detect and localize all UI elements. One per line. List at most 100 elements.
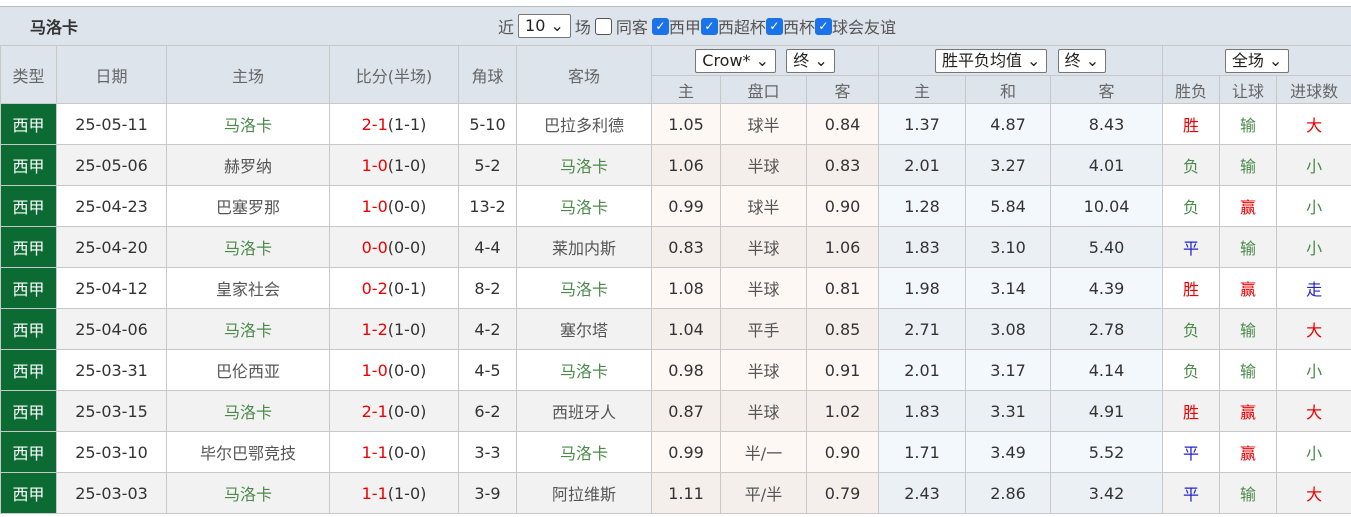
ah-away-odds: 0.91 bbox=[805, 349, 880, 391]
date-cell: 25-04-12 bbox=[56, 267, 167, 309]
ah-home-odds: 0.99 bbox=[651, 185, 721, 227]
eu-time-value: 终 bbox=[1064, 50, 1081, 70]
league-badge[interactable]: 西甲 bbox=[0, 267, 57, 309]
handicap-result-cell: 输 bbox=[1219, 226, 1278, 268]
league-label: 西甲 bbox=[668, 18, 701, 37]
league-badge[interactable]: 西甲 bbox=[0, 390, 57, 432]
col-corner: 角球 bbox=[458, 45, 517, 104]
result-header: 全场 ⌄ bbox=[1162, 45, 1351, 76]
home-team[interactable]: 赫罗纳 bbox=[166, 144, 330, 186]
subheader-cell: 胜负 bbox=[1162, 75, 1221, 104]
chang-label: 场 bbox=[574, 18, 591, 37]
table-row: 西甲 25-03-03 马洛卡 1-1(1-0) 3-9 阿拉维斯 1.11 平… bbox=[0, 472, 1351, 514]
chevron-down-icon: ⌄ bbox=[550, 16, 564, 35]
table-row: 西甲 25-05-06 赫罗纳 1-0(1-0) 5-2 马洛卡 1.06 半球… bbox=[0, 144, 1351, 186]
eu-away-odds: 3.42 bbox=[1050, 472, 1164, 514]
result-cell: 负 bbox=[1162, 144, 1221, 186]
eu-time-select[interactable]: 终 ⌄ bbox=[1057, 48, 1107, 73]
score-cell[interactable]: 2-1(1-1) bbox=[329, 103, 459, 145]
table-row: 西甲 25-04-06 马洛卡 1-2(1-0) 4-2 塞尔塔 1.04 平手… bbox=[0, 308, 1351, 350]
date-cell: 25-05-11 bbox=[56, 103, 167, 145]
score-cell[interactable]: 1-1(0-0) bbox=[329, 431, 459, 473]
table-row: 西甲 25-03-31 巴伦西亚 1-0(0-0) 4-5 马洛卡 0.98 半… bbox=[0, 349, 1351, 391]
eu-away-odds: 5.40 bbox=[1050, 226, 1164, 268]
league-badge[interactable]: 西甲 bbox=[0, 431, 57, 473]
away-team[interactable]: 巴拉多利德 bbox=[516, 103, 652, 145]
table-row: 西甲 25-03-15 马洛卡 2-1(0-0) 6-2 西班牙人 0.87 半… bbox=[0, 390, 1351, 432]
date-cell: 25-05-06 bbox=[56, 144, 167, 186]
eu-home-odds: 1.28 bbox=[878, 185, 967, 227]
recent-matches-panel: 马洛卡 近 10 ⌄ 场 同客 ✓ 西甲 ✓ 西超杯 ✓ 西杯 ✓ 球会友谊 类型 日期 主场… bbox=[0, 6, 1351, 514]
away-team[interactable]: 马洛卡 bbox=[516, 185, 652, 227]
home-team[interactable]: 皇家社会 bbox=[166, 267, 330, 309]
ah-line: 半球 bbox=[720, 390, 807, 432]
home-team[interactable]: 巴伦西亚 bbox=[166, 349, 330, 391]
score-cell[interactable]: 1-0(0-0) bbox=[329, 349, 459, 391]
score-cell[interactable]: 1-2(1-0) bbox=[329, 308, 459, 350]
away-team[interactable]: 塞尔塔 bbox=[516, 308, 652, 350]
ah-line: 平手 bbox=[720, 308, 807, 350]
full-time-score: 1-1 bbox=[361, 483, 388, 503]
european-odds-header: 胜平负均值 ⌄ 终 ⌄ bbox=[878, 45, 1164, 76]
league-badge[interactable]: 西甲 bbox=[0, 185, 57, 227]
result-cell: 负 bbox=[1162, 185, 1221, 227]
away-team[interactable]: 马洛卡 bbox=[516, 431, 652, 473]
score-cell[interactable]: 1-1(1-0) bbox=[329, 472, 459, 514]
league-badge[interactable]: 西甲 bbox=[0, 308, 57, 350]
away-team[interactable]: 马洛卡 bbox=[516, 267, 652, 309]
corner-cell: 13-2 bbox=[458, 185, 517, 227]
eu-draw-odds: 3.08 bbox=[965, 308, 1052, 350]
score-cell[interactable]: 1-0(1-0) bbox=[329, 144, 459, 186]
league-checkbox[interactable]: ✓ bbox=[651, 17, 669, 35]
league-checkbox[interactable]: ✓ bbox=[765, 17, 783, 35]
home-team[interactable]: 马洛卡 bbox=[166, 226, 330, 268]
score-cell[interactable]: 1-0(0-0) bbox=[329, 185, 459, 227]
handicap-result-cell: 输 bbox=[1219, 144, 1278, 186]
date-cell: 25-03-31 bbox=[56, 349, 167, 391]
home-team[interactable]: 巴塞罗那 bbox=[166, 185, 330, 227]
home-team[interactable]: 毕尔巴鄂竞技 bbox=[166, 431, 330, 473]
away-team[interactable]: 阿拉维斯 bbox=[516, 472, 652, 514]
half-time-score: (0-0) bbox=[387, 442, 427, 462]
away-team[interactable]: 西班牙人 bbox=[516, 390, 652, 432]
score-cell[interactable]: 0-0(0-0) bbox=[329, 226, 459, 268]
score-cell[interactable]: 2-1(0-0) bbox=[329, 390, 459, 432]
ah-time-select[interactable]: 终 ⌄ bbox=[786, 48, 835, 73]
away-team[interactable]: 马洛卡 bbox=[516, 144, 652, 186]
same-away-checkbox[interactable] bbox=[594, 17, 612, 35]
score-cell[interactable]: 0-2(0-1) bbox=[329, 267, 459, 309]
home-team[interactable]: 马洛卡 bbox=[166, 472, 330, 514]
away-team[interactable]: 莱加内斯 bbox=[516, 226, 652, 268]
result-cell: 平 bbox=[1162, 226, 1221, 268]
ah-line: 半球 bbox=[720, 226, 807, 268]
over-under-cell: 大 bbox=[1276, 103, 1351, 145]
company-select[interactable]: Crow* ⌄ bbox=[695, 48, 777, 73]
league-badge[interactable]: 西甲 bbox=[0, 349, 57, 391]
result-cell: 负 bbox=[1162, 308, 1221, 350]
date-cell: 25-04-23 bbox=[56, 185, 167, 227]
eu-draw-odds: 2.86 bbox=[965, 472, 1052, 514]
ah-away-odds: 0.90 bbox=[805, 185, 880, 227]
handicap-result-cell: 输 bbox=[1219, 349, 1278, 391]
eu-home-odds: 1.98 bbox=[878, 267, 967, 309]
league-badge[interactable]: 西甲 bbox=[0, 226, 57, 268]
league-badge[interactable]: 西甲 bbox=[0, 103, 57, 145]
result-cell: 负 bbox=[1162, 349, 1221, 391]
eu-odds-select[interactable]: 胜平负均值 ⌄ bbox=[934, 48, 1048, 73]
chevron-down-icon: ⌄ bbox=[814, 50, 828, 70]
league-badge[interactable]: 西甲 bbox=[0, 472, 57, 514]
league-checkbox[interactable]: ✓ bbox=[700, 17, 718, 35]
eu-draw-odds: 4.87 bbox=[965, 103, 1052, 145]
corner-cell: 3-3 bbox=[458, 431, 517, 473]
match-count-select[interactable]: 10 ⌄ bbox=[518, 14, 571, 38]
full-time-score: 2-1 bbox=[361, 114, 388, 134]
league-checkbox[interactable]: ✓ bbox=[814, 17, 832, 35]
home-team[interactable]: 马洛卡 bbox=[166, 390, 330, 432]
ah-time-value: 终 bbox=[793, 50, 810, 70]
eu-home-odds: 2.43 bbox=[878, 472, 967, 514]
range-select[interactable]: 全场 ⌄ bbox=[1224, 48, 1290, 73]
home-team[interactable]: 马洛卡 bbox=[166, 308, 330, 350]
home-team[interactable]: 马洛卡 bbox=[166, 103, 330, 145]
away-team[interactable]: 马洛卡 bbox=[516, 349, 652, 391]
league-badge[interactable]: 西甲 bbox=[0, 144, 57, 186]
